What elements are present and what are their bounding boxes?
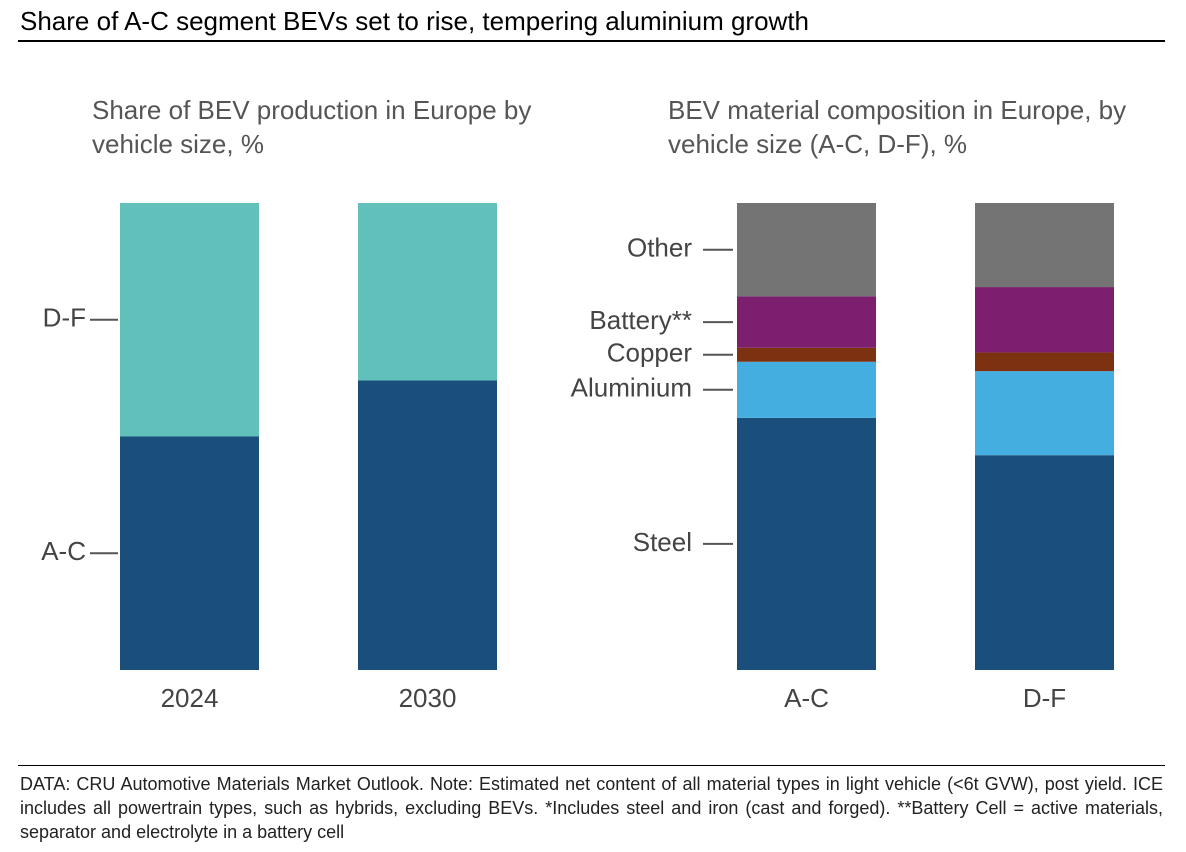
series-label: A-C [41, 536, 86, 566]
bar-segment [737, 347, 876, 362]
bar-segment [120, 436, 259, 670]
bar-segment [737, 361, 876, 418]
series-label: Battery** [589, 305, 692, 335]
bar-segment [358, 380, 497, 670]
bar-segment [975, 287, 1114, 353]
x-tick-label: 2030 [399, 683, 457, 713]
bar-segment [975, 371, 1114, 456]
x-tick-label: A-C [784, 683, 829, 713]
page-title: Share of A-C segment BEVs set to rise, t… [20, 6, 810, 36]
rule [18, 40, 1165, 42]
series-label: D-F [43, 303, 86, 333]
bar-segment [120, 203, 259, 437]
series-label: Steel [633, 527, 692, 557]
footnote: DATA: CRU Automotive Materials Market Ou… [20, 774, 1163, 842]
rule [18, 765, 1165, 766]
series-label: Copper [607, 338, 693, 368]
charts: 2024 A-C D-F 2030 A-C Steel Aluminium CopperBat… [41, 203, 1114, 713]
series-label: Aluminium [571, 373, 692, 403]
bar-segment [358, 203, 497, 381]
bar-segment [975, 352, 1114, 372]
bar-segment [737, 203, 876, 297]
bar-segment [737, 417, 876, 670]
bar-segment [975, 203, 1114, 288]
chart-title: Share of BEV production in Europe by veh… [92, 95, 532, 159]
bar-segment [737, 296, 876, 348]
series-label: Other [627, 233, 692, 263]
bar-segment [975, 455, 1114, 670]
x-tick-label: D-F [1023, 683, 1066, 713]
x-tick-label: 2024 [161, 683, 219, 713]
chart-title: BEV material composition in Europe, by v… [668, 95, 1127, 159]
